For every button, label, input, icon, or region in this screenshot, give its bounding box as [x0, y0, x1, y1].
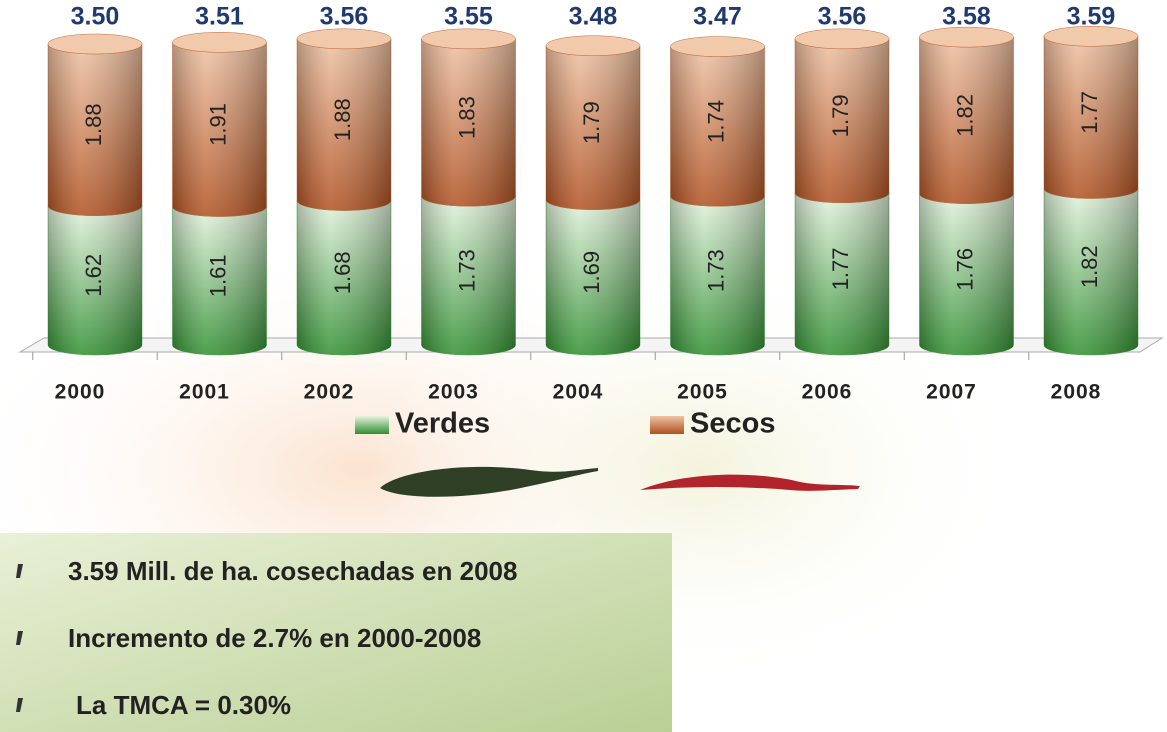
bar-shade	[172, 42, 267, 217]
data-label: 1.73	[454, 249, 479, 292]
cylinder-cap	[545, 35, 641, 56]
data-label: 1.61	[205, 254, 230, 297]
data-label: 1.83	[454, 96, 479, 139]
data-label: 1.79	[579, 101, 604, 144]
legend-swatch	[355, 416, 389, 434]
cylinder-cap	[794, 28, 890, 50]
cylinder-cap	[1043, 26, 1139, 47]
data-label: 1.88	[81, 103, 106, 146]
data-label: 1.91	[205, 103, 230, 146]
bullet-text: 3.59 Mill. de ha. cosechadas en 2008	[68, 556, 517, 586]
data-label: 1.76	[952, 248, 977, 291]
bar-shade	[297, 200, 391, 355]
cylinder-cap	[421, 28, 516, 50]
bar-shade	[795, 38, 889, 203]
data-label: 1.62	[81, 254, 106, 297]
total-label: 3.56	[320, 3, 369, 31]
bullet-icon	[16, 564, 23, 578]
bar-shade	[421, 196, 516, 355]
data-label: 1.82	[1077, 245, 1102, 288]
bullet-text: La TMCA = 0.30%	[76, 690, 291, 720]
x-tick-label: 2002	[304, 381, 355, 404]
cylinder-cap	[296, 28, 392, 50]
data-label: 1.69	[579, 251, 604, 294]
total-label: 3.56	[818, 3, 867, 31]
total-label: 3.58	[942, 3, 991, 31]
total-label: 3.50	[71, 3, 120, 31]
bars: 1.62 1.88 3.50 2000 1.61 1.91 3.51 2001 1.68 1.88…	[32, 3, 1139, 440]
pepper-green	[380, 466, 598, 497]
data-label: 1.68	[330, 251, 355, 294]
bullet-icon	[16, 698, 23, 712]
bar-shade	[795, 192, 889, 355]
x-tick-label: 2005	[677, 381, 728, 404]
x-tick-label: 2006	[802, 381, 853, 404]
bar-shade	[172, 206, 267, 355]
data-label: 1.77	[1077, 91, 1102, 134]
data-label: 1.74	[703, 100, 728, 143]
bar-shade	[48, 205, 142, 355]
data-label: 1.77	[828, 247, 853, 290]
total-label: 3.55	[444, 3, 493, 31]
total-label: 3.47	[693, 3, 742, 31]
legend-swatch	[650, 416, 684, 434]
bar-shade	[421, 38, 516, 207]
bar-shade	[546, 199, 640, 355]
data-label: 1.88	[330, 98, 355, 141]
pepper-red	[640, 474, 860, 491]
bar-shade	[1044, 188, 1138, 355]
data-label: 1.82	[952, 94, 977, 137]
bullet-text: Incremento de 2.7% en 2000-2008	[68, 623, 481, 653]
x-tick-label: 2007	[926, 381, 977, 404]
data-label: 1.79	[828, 94, 853, 137]
cylinder-cap	[172, 32, 267, 53]
cylinder-cap	[919, 26, 1014, 48]
total-label: 3.51	[195, 3, 244, 31]
bar-shade	[48, 44, 142, 216]
bar-shade	[670, 196, 765, 355]
total-label: 3.59	[1067, 3, 1116, 31]
bar-shade	[1044, 36, 1138, 199]
legend-label: Secos	[690, 408, 775, 440]
x-tick-label: 2000	[55, 381, 106, 404]
x-tick-label: 2008	[1051, 381, 1102, 404]
bar-shade	[919, 37, 1014, 204]
x-tick-label: 2003	[428, 381, 479, 404]
bar-shade	[297, 38, 391, 211]
cylinder-cap	[670, 36, 765, 57]
bullet-icon	[16, 631, 23, 645]
bar-shade	[546, 45, 640, 210]
note-box	[0, 533, 672, 732]
bullet-list: 3.59 Mill. de ha. cosechadas en 2008 Incr…	[16, 556, 517, 720]
x-tick-label: 2004	[553, 381, 604, 404]
cylinder-cap	[47, 33, 143, 55]
legend-label: Verdes	[395, 408, 490, 440]
data-label: 1.73	[703, 249, 728, 292]
bar-shade	[670, 46, 765, 207]
x-tick-label: 2001	[179, 381, 230, 404]
bar-shade	[919, 193, 1014, 355]
total-label: 3.48	[569, 3, 618, 31]
